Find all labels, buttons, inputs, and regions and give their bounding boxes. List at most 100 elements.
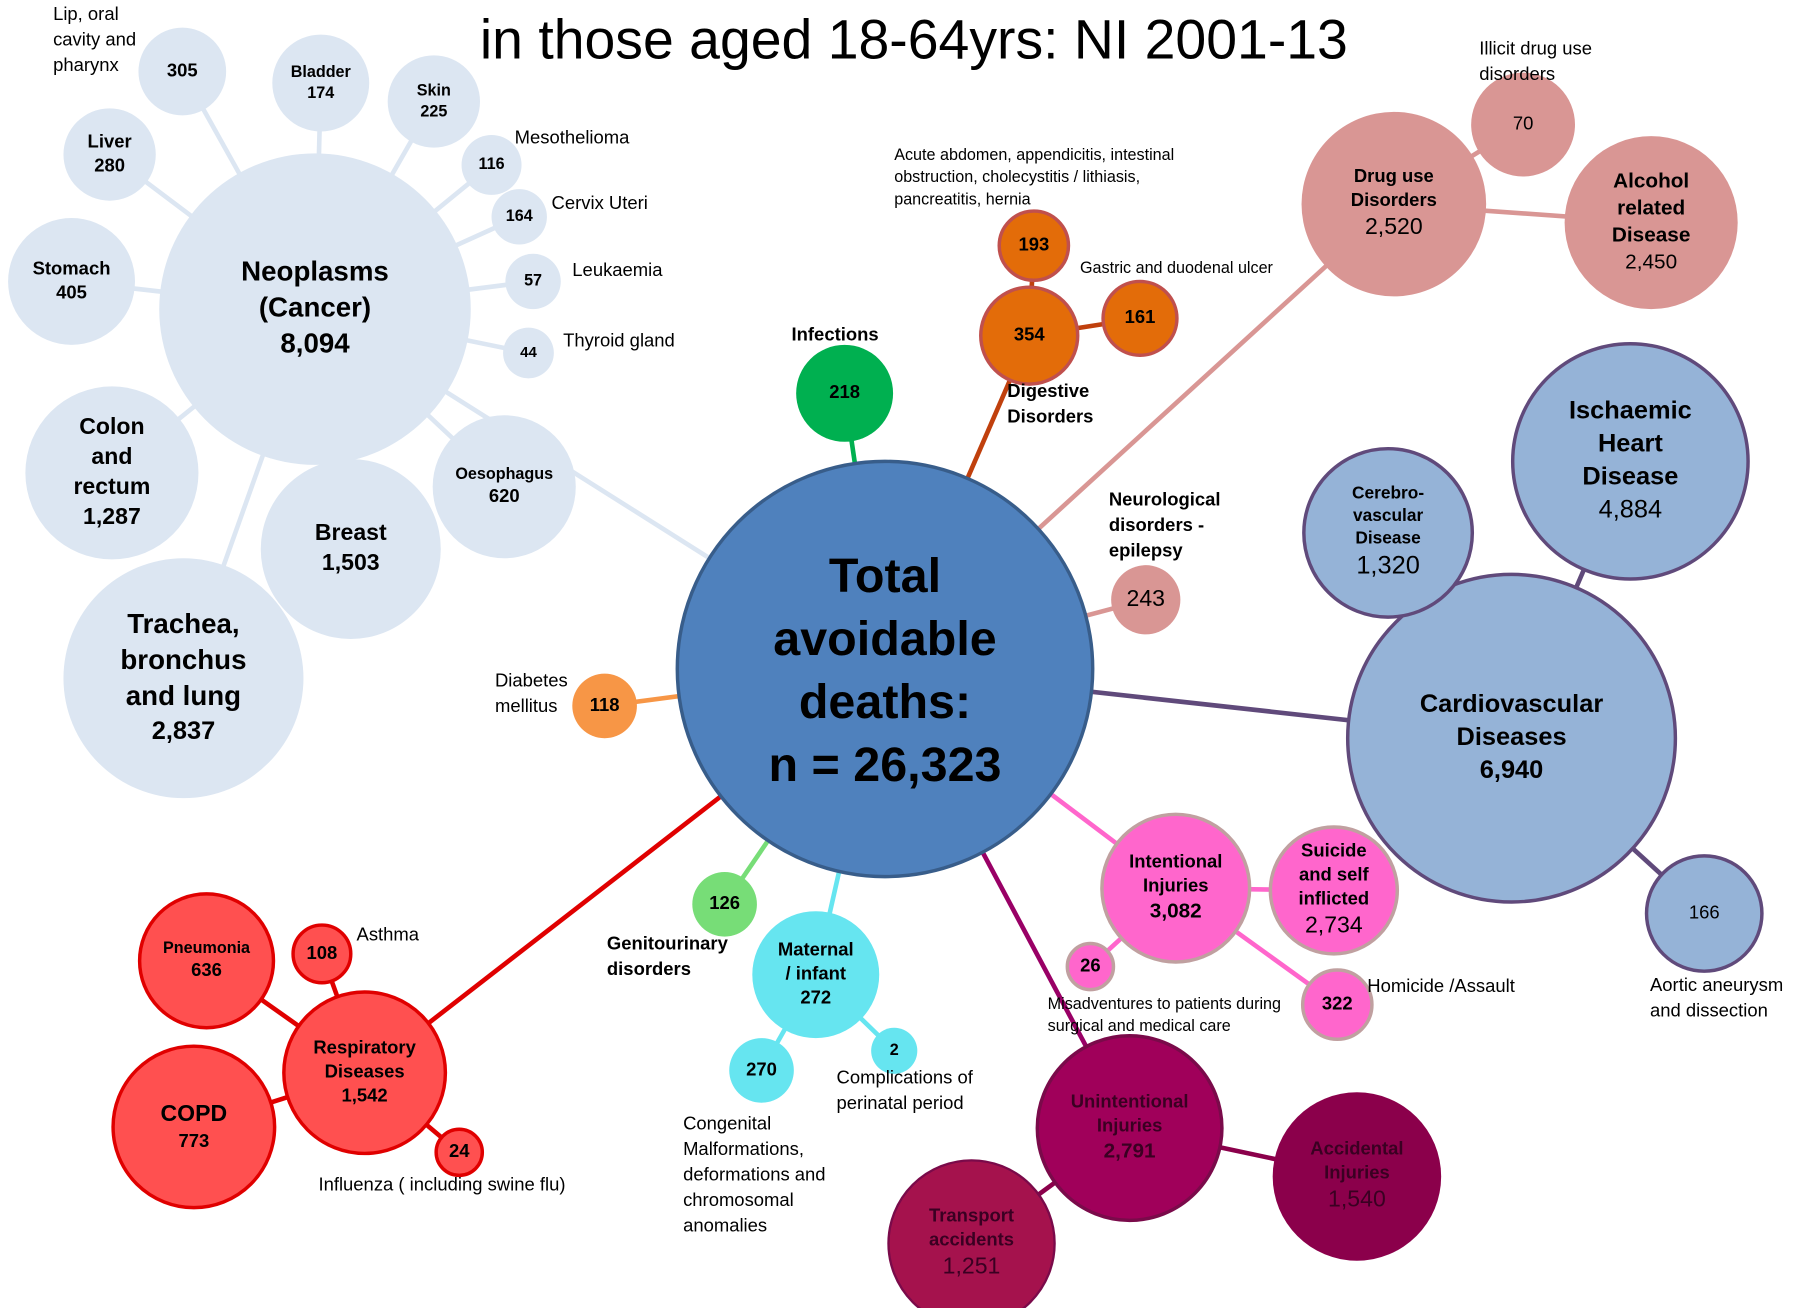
node-label: Colon [79,413,144,439]
node-value: 2 [890,1041,899,1059]
node-note: epilepsy [1109,539,1184,560]
title: in those aged 18-64yrs: NI 2001-13 [480,8,1348,70]
node-note: and dissection [1650,1000,1768,1021]
node-value: 161 [1125,306,1156,327]
node-note: Disorders [1007,406,1093,427]
node-note: disorders [1479,63,1555,84]
node-note: Illicit drug use [1479,37,1592,58]
node-circle [572,673,637,739]
node-label: Transport [929,1204,1014,1225]
node-value: 4,884 [1599,496,1663,524]
node-circle [1035,1034,1224,1223]
node-circle [1644,854,1764,973]
node: 126 Genitourinary disorders [607,872,757,979]
node-note: Congenital [683,1112,771,1133]
node: Trachea, bronchus and lung 2,837 [63,558,304,799]
node-value: 193 [1018,234,1049,255]
node-label: Unintentional [1071,1090,1189,1111]
node-circle [871,1027,918,1074]
node-circle [1301,111,1487,297]
node-label: Neoplasms [241,255,389,286]
node-note: pancreatitis, hernia [894,191,1030,209]
node: COPD 773 [111,1044,277,1210]
node: Ischaemic Heart Disease 4,884 [1510,341,1750,581]
node-note: Diabetes [495,670,568,691]
node-label: rectum [73,473,150,499]
node-value: 108 [307,942,338,963]
node-label: COPD [161,1100,228,1126]
center-value: n = 26,323 [769,738,1002,792]
node-note: Acute abdomen, appendicitis, intestinal [894,146,1174,164]
node-label: vascular [1353,505,1423,525]
node-circle [1300,968,1374,1041]
node-label: Heart [1598,430,1663,458]
node-value: 2,734 [1305,912,1363,938]
node-circle [1100,812,1252,964]
node-value: 24 [449,1140,470,1161]
node: Maternal / infant 272 [752,911,880,1039]
node-note: Asthma [357,923,420,944]
node-label: Diseases [1456,723,1566,751]
node-note: Digestive [1007,380,1089,401]
node-note: disorders [607,958,691,979]
node: Colon and rectum 1,287 [25,386,199,560]
node-circle [505,253,561,310]
center-label: Total [829,549,941,603]
node: Drug use Disorders 2,520 [1301,111,1487,297]
node-label: Maternal [778,939,854,960]
node-circle [979,285,1080,386]
node-note: cavity and [53,28,136,49]
node-circle [432,415,576,559]
node-note: deformations and [683,1163,825,1184]
node-label: Skin [417,81,451,99]
node-value: 225 [420,102,447,120]
node: 305 Lip, oral cavity and pharynx [53,3,227,116]
node-value: 1,540 [1328,1186,1386,1212]
node-label: Oesophagus [455,465,553,483]
node: 164 Cervix Uteri [491,189,648,245]
node: 70 Illicit drug use disorders [1471,37,1592,177]
node-note: Lip, oral [53,3,119,24]
node-value: 26 [1080,954,1101,975]
node: Oesophagus 620 [432,415,576,559]
node: 26 Misadventures to patients during surgic… [1048,941,1281,1035]
node-value: 2,450 [1625,251,1677,274]
node-circle [137,892,276,1030]
node-note: mellitus [495,695,558,716]
node-label: inflicted [1298,887,1369,908]
node-circle [1564,136,1738,310]
node-label: Alcohol [1613,170,1689,193]
node-circle [1345,572,1678,904]
node-value: 164 [506,207,533,225]
node-circle [692,872,757,937]
node-label: and lung [126,680,241,711]
node-circle [387,55,480,148]
node-value: 1,542 [342,1085,388,1106]
node: Pneumonia 636 [137,892,276,1030]
node-label: Disease [1612,224,1690,247]
node-value: 6,940 [1480,756,1544,784]
node-circle [1101,279,1179,357]
node-circle [1302,446,1475,619]
node-note: anomalies [683,1214,767,1235]
node-note: Complications of [837,1066,974,1087]
node-circle [111,1044,277,1210]
node: Unintentional Injuries 2,791 [1035,1034,1224,1223]
node-value: 405 [56,281,87,302]
node-value: 1,320 [1356,551,1420,579]
node-value: 272 [800,987,831,1008]
node-label: related [1617,197,1685,220]
node-value: 636 [191,959,222,980]
node-label: (Cancer) [259,291,371,322]
node-value: 3,082 [1150,900,1202,923]
node-value: 57 [524,272,542,290]
node-note: Aortic aneurysm [1650,974,1783,995]
node: 44 Thyroid gland [503,327,675,379]
node: Intentional Injuries 3,082 [1100,812,1252,964]
node-label: bronchus [120,644,246,675]
node-note: Gastric and duodenal ulcer [1080,259,1274,277]
center-node [675,459,1095,879]
node-circle [138,27,227,116]
node: 108 Asthma [291,923,420,985]
